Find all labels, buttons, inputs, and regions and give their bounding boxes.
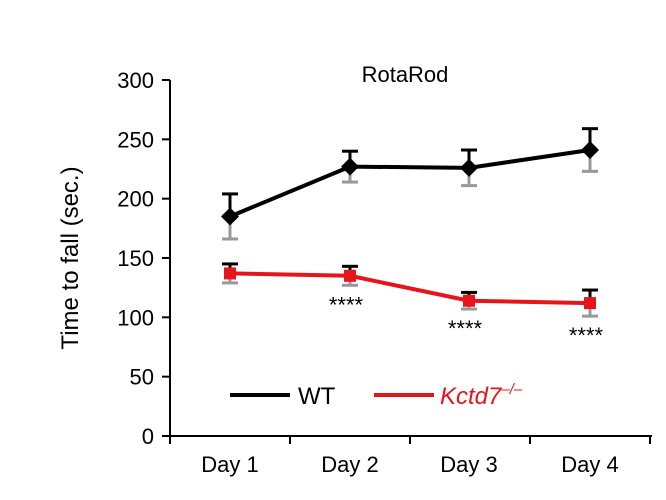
x-tick-label: Day 2 bbox=[321, 452, 378, 477]
data-point bbox=[581, 141, 599, 160]
data-point bbox=[221, 207, 239, 226]
series-wt bbox=[221, 127, 599, 241]
data-point bbox=[460, 158, 478, 177]
axes: 0 50 100 150 200 250 300 Day 1 Day 2 Day 3 Day 4 bbox=[117, 68, 652, 477]
y-tick-label: 50 bbox=[130, 365, 154, 390]
data-point bbox=[463, 294, 475, 307]
series-kctd7 bbox=[222, 262, 598, 318]
significance-label: **** bbox=[329, 292, 364, 317]
x-tick-label: Day 1 bbox=[201, 452, 258, 477]
y-tick-label: 150 bbox=[117, 246, 154, 271]
legend-label-kctd7: Kctd7–/– bbox=[440, 381, 523, 410]
y-tick-label: 100 bbox=[117, 305, 154, 330]
series-line bbox=[229, 271, 591, 306]
x-tick-label: Day 3 bbox=[440, 452, 497, 477]
series-layer bbox=[221, 127, 599, 318]
y-tick-label: 0 bbox=[142, 424, 154, 449]
data-point bbox=[344, 269, 356, 282]
significance-label: **** bbox=[569, 323, 604, 348]
legend-label-kctd7-name: Kctd7 bbox=[440, 383, 503, 410]
series-line bbox=[229, 148, 591, 219]
legend-label-kctd7-sup: –/– bbox=[500, 381, 523, 398]
significance-label: **** bbox=[448, 316, 483, 341]
data-point bbox=[224, 267, 236, 280]
data-point bbox=[584, 297, 596, 310]
data-point bbox=[341, 157, 359, 176]
y-axis-label: Time to fall (sec.) bbox=[57, 166, 84, 349]
y-tick-label: 300 bbox=[117, 68, 154, 93]
chart-title: RotaRod bbox=[362, 62, 449, 87]
x-tick-label: Day 4 bbox=[561, 452, 618, 477]
y-tick-label: 250 bbox=[117, 127, 154, 152]
annotations: **** **** **** bbox=[329, 292, 604, 348]
y-tick-label: 200 bbox=[117, 187, 154, 212]
legend-label-wt: WT bbox=[298, 383, 336, 410]
legend: WT Kctd7–/– bbox=[230, 381, 523, 410]
